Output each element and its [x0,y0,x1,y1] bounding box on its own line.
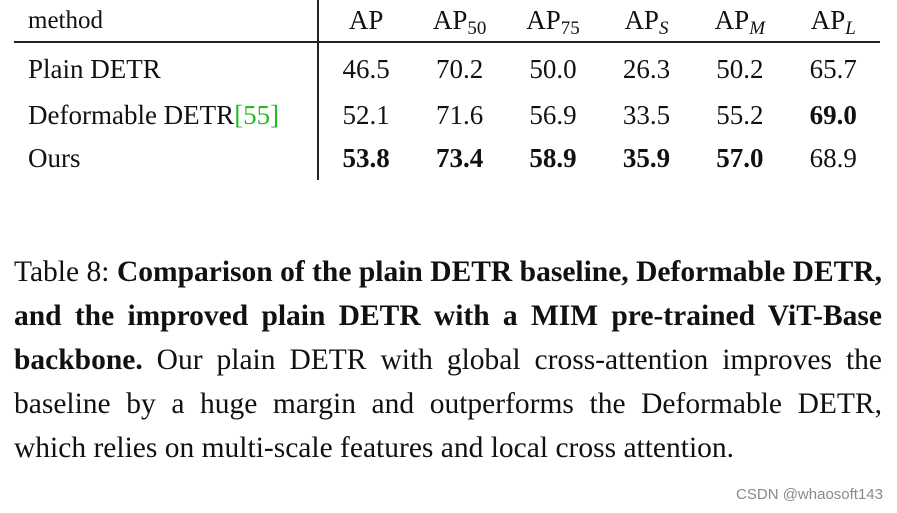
row-method-name: Plain DETR [28,54,161,84]
table-cell: 57.0 [716,143,764,173]
watermark: CSDN @whaosoft143 [736,486,883,503]
header-apl-base: AP [810,5,846,35]
table-cell: 33.5 [622,100,671,130]
table-cell: 46.5 [342,54,390,84]
table-cell: 50.2 [716,54,764,84]
citation-link[interactable]: [55] [234,100,280,130]
table-cell: 69.0 [809,100,857,130]
header-apl-sub: L [845,18,856,39]
table-cell: 26.3 [622,54,671,84]
header-ap50-sub: 50 [467,18,487,39]
table-cell: 73.4 [435,143,484,173]
header-ap50: AP50 [412,0,507,43]
table-cell: 70.2 [435,54,484,84]
header-apm-sub: M [749,18,766,39]
header-aps: APS [599,0,694,43]
header-method: method [14,0,320,43]
header-apm-base: AP [714,5,750,35]
row-method-cell: Plain DETR [14,42,320,94]
row-method-name: Deformable DETR [28,100,235,130]
table-row: Plain DETR 46.5 70.2 50.0 26.3 50.2 65.7 [14,42,880,94]
caption-body-text: Our plain DETR with global cross-attenti… [14,344,882,464]
header-ap75-base: AP [526,5,561,35]
table-cell: 56.9 [529,100,577,130]
table-cell: 35.9 [622,143,671,173]
caption-bold-text: Comparison of the plain DETR baseline, D… [14,256,882,376]
table-cell: 71.6 [435,100,484,130]
header-ap50-base: AP [432,5,468,35]
header-aps-base: AP [624,5,659,35]
header-ap75-sub: 75 [560,18,580,39]
header-apm: APM [693,0,787,43]
table-cell: 55.2 [716,100,764,130]
table-caption: Table 8: Comparison of the plain DETR ba… [14,250,882,470]
table-cell: 58.9 [529,143,577,173]
table-row: Ours 53.8 73.4 58.9 35.9 57.0 68.9 [14,137,880,180]
header-ap75: AP75 [506,0,600,43]
results-table-container: method AP AP50 AP75 APS APM APL Plain DE… [14,0,880,180]
caption-label: Table 8: [14,256,110,288]
table-cell: 52.1 [342,100,390,130]
row-method-cell: Deformable DETR[55] [14,94,320,137]
header-ap: AP [318,0,413,43]
table-cell: 53.8 [342,143,390,173]
row-method-cell: Ours [14,137,320,180]
table-cell: 65.7 [809,54,857,84]
header-ap-base: AP [348,5,384,35]
results-table: method AP AP50 AP75 APS APM APL Plain DE… [14,0,880,180]
table-row: Deformable DETR[55] 52.1 71.6 56.9 33.5 … [14,94,880,137]
table-cell: 68.9 [809,143,857,173]
row-method-name: Ours [28,143,81,173]
header-apl: APL [786,0,880,43]
table-cell: 50.0 [529,54,577,84]
header-aps-sub: S [658,18,669,39]
table-header-row: method AP AP50 AP75 APS APM APL [14,0,880,43]
